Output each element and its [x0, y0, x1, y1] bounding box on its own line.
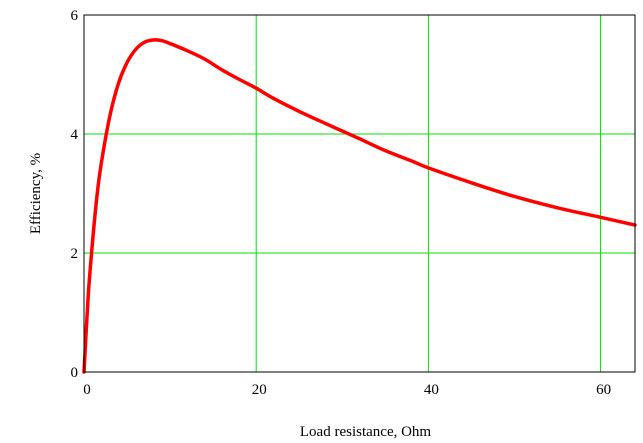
x-tick-label: 40	[424, 382, 439, 398]
x-tick-label: 60	[596, 382, 611, 398]
tick-labels: 0 20 40 60 0 2 4 6	[71, 8, 612, 398]
x-tick-label: 0	[83, 382, 91, 398]
y-tick-label: 6	[71, 8, 79, 24]
grid-lines	[84, 15, 635, 372]
efficiency-curve	[82, 38, 637, 374]
x-tick-label: 20	[252, 382, 267, 398]
y-axis-title: Efficiency, %	[28, 153, 44, 234]
x-axis-title: Load resistance, Ohm	[300, 424, 432, 440]
y-tick-label: 4	[71, 127, 79, 143]
y-tick-label: 0	[71, 365, 79, 381]
y-tick-label: 2	[71, 246, 79, 262]
plot-frame	[83, 14, 636, 373]
series-curves	[82, 38, 637, 374]
